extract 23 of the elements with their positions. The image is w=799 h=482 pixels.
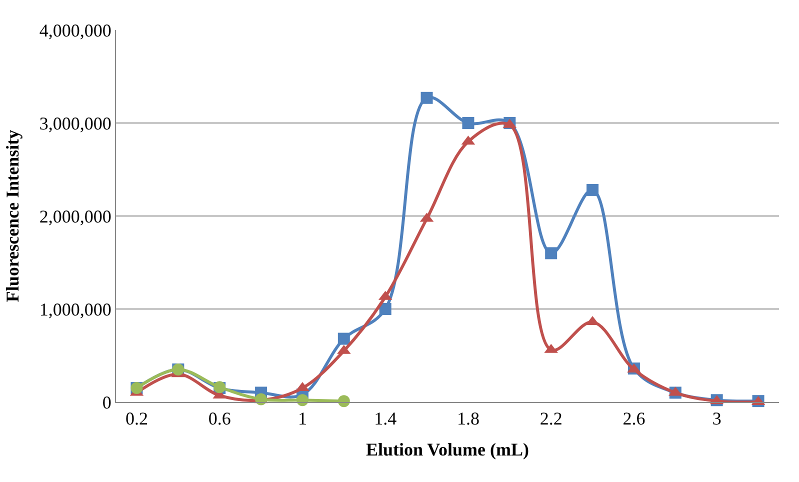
point (338, 395, 350, 408)
point (338, 332, 350, 345)
x-tick-label: 2.2 (540, 408, 562, 429)
y-tick-label: 4,000,000 (39, 20, 112, 40)
y-tick-label: 1,000,000 (39, 299, 112, 320)
point (296, 394, 308, 406)
point (586, 184, 599, 196)
x-axis-title: Elution Volume (mL) (366, 440, 530, 460)
y-tick-label: 3,000,000 (39, 113, 112, 134)
y-tick-label: 0 (102, 392, 112, 412)
point (462, 117, 474, 129)
x-tick-label: 3 (712, 408, 722, 429)
x-tick-label: 1.4 (374, 408, 397, 429)
x-tick-label: 1 (298, 408, 307, 429)
x-tick-label: 1.8 (456, 408, 480, 429)
point (379, 303, 392, 315)
point (545, 247, 558, 260)
y-axis-title: Fluorescence Intensity (2, 130, 23, 302)
point (420, 92, 433, 104)
y-tick-label: 2,000,000 (39, 206, 112, 226)
x-tick-label: 0.6 (208, 408, 231, 429)
x-tick-label: 2.6 (622, 408, 646, 429)
x-tick-label: 0.2 (125, 408, 148, 429)
